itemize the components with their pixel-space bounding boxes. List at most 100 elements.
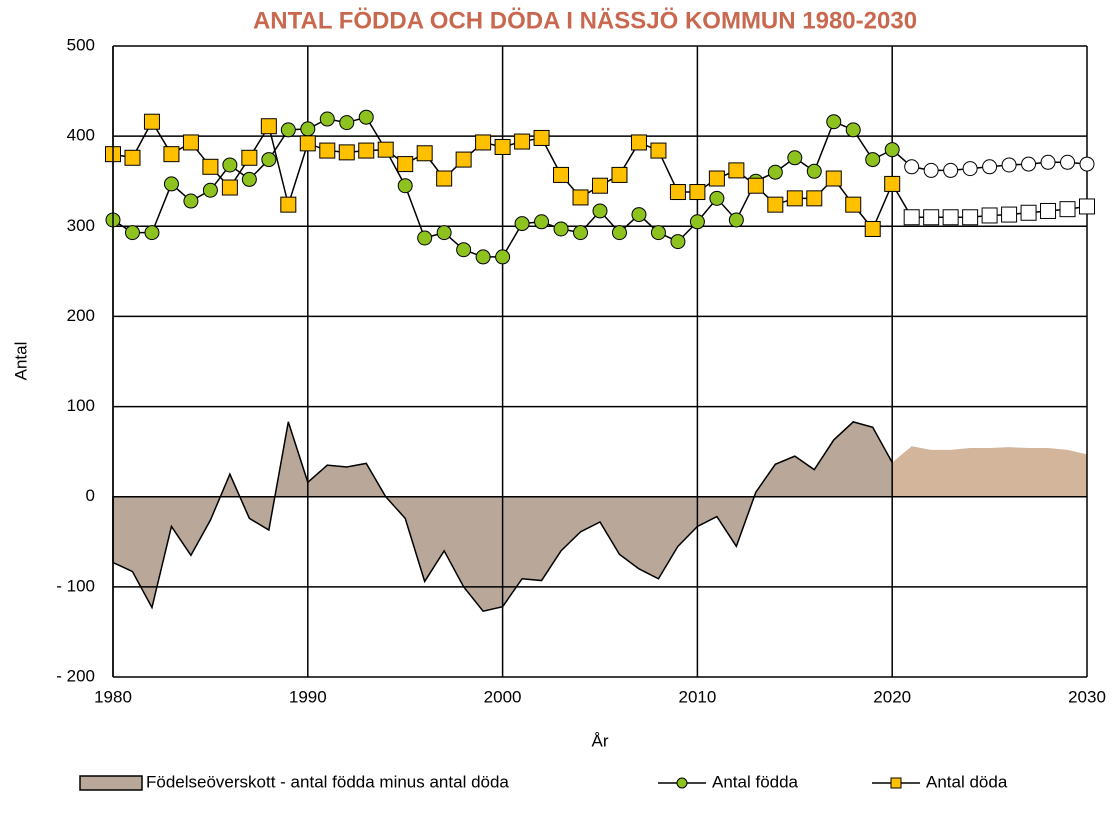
marker: [514, 133, 531, 150]
marker: [494, 138, 511, 155]
y-tick-label: 200: [67, 306, 95, 325]
marker: [514, 216, 530, 232]
marker: [1060, 154, 1076, 170]
marker: [767, 164, 783, 180]
marker: [280, 196, 297, 213]
marker: [144, 225, 160, 241]
legend-label: Antal döda: [926, 772, 1008, 791]
marker: [1021, 156, 1037, 172]
marker: [864, 220, 881, 237]
marker: [670, 234, 686, 250]
x-axis-label: År: [592, 731, 609, 750]
marker: [241, 149, 258, 166]
y-tick-label: 0: [86, 486, 95, 505]
y-tick-label: 500: [67, 35, 95, 54]
marker: [299, 135, 316, 152]
marker: [241, 171, 257, 187]
legend-marker: [890, 777, 902, 789]
marker: [124, 225, 140, 241]
marker: [1020, 204, 1037, 221]
marker: [787, 150, 803, 166]
marker: [943, 162, 959, 178]
marker: [923, 162, 939, 178]
marker: [942, 209, 959, 226]
marker: [689, 214, 705, 230]
marker: [573, 225, 589, 241]
marker: [143, 113, 160, 130]
marker: [534, 214, 550, 230]
marker: [1079, 198, 1095, 215]
marker: [1001, 157, 1017, 173]
area: [892, 446, 1087, 497]
area-layer: [112, 421, 1087, 613]
marker: [455, 151, 472, 168]
y-tick-label: - 200: [56, 666, 95, 685]
marker: [728, 162, 745, 179]
marker: [280, 122, 296, 138]
marker: [981, 207, 998, 224]
marker: [202, 158, 219, 175]
marker: [747, 177, 764, 194]
marker: [767, 196, 784, 213]
marker: [319, 142, 336, 159]
marker: [786, 190, 803, 207]
y-axis-label: Antal: [11, 342, 30, 381]
marker: [728, 212, 744, 228]
marker: [904, 159, 920, 175]
marker: [1079, 156, 1095, 172]
marker: [884, 142, 900, 158]
marker: [397, 178, 413, 194]
marker: [1040, 202, 1057, 219]
marker: [865, 152, 881, 168]
marker: [1059, 201, 1076, 218]
marker: [495, 249, 511, 265]
marker: [884, 175, 901, 192]
marker: [475, 134, 492, 151]
marker: [358, 109, 374, 125]
marker: [592, 177, 608, 194]
legend-label: Födelseöverskott - antal födda minus ant…: [146, 772, 509, 791]
marker: [826, 114, 842, 130]
legend-label: Antal födda: [712, 772, 799, 791]
x-tick-label: 1980: [94, 687, 132, 706]
marker: [650, 142, 667, 159]
line-layer: [105, 109, 1095, 265]
marker: [436, 170, 453, 187]
marker: [1040, 154, 1056, 170]
marker: [475, 249, 491, 265]
marker: [183, 193, 199, 209]
marker: [182, 134, 199, 151]
y-tick-label: 400: [67, 126, 95, 145]
marker: [416, 145, 433, 162]
marker: [553, 221, 569, 237]
x-tick-label: 1990: [289, 687, 327, 706]
marker: [124, 149, 141, 166]
marker: [825, 170, 842, 187]
marker: [338, 144, 355, 161]
marker: [708, 170, 725, 187]
marker: [260, 118, 277, 135]
x-tick-label: 2000: [484, 687, 522, 706]
marker: [845, 122, 861, 138]
marker: [1001, 206, 1018, 223]
marker: [903, 209, 920, 226]
marker: [358, 142, 375, 159]
marker: [377, 141, 394, 158]
marker: [163, 176, 179, 192]
y-tick-label: - 100: [56, 576, 95, 595]
marker: [962, 161, 978, 177]
marker: [436, 225, 452, 241]
marker: [845, 196, 862, 213]
marker: [689, 184, 706, 201]
marker: [222, 157, 238, 173]
marker: [572, 189, 589, 206]
marker: [202, 182, 218, 198]
marker: [456, 242, 472, 258]
marker: [611, 225, 627, 241]
marker: [962, 209, 979, 226]
marker: [553, 166, 570, 183]
marker: [923, 209, 940, 226]
marker: [982, 159, 998, 175]
x-tick-label: 2020: [873, 687, 911, 706]
